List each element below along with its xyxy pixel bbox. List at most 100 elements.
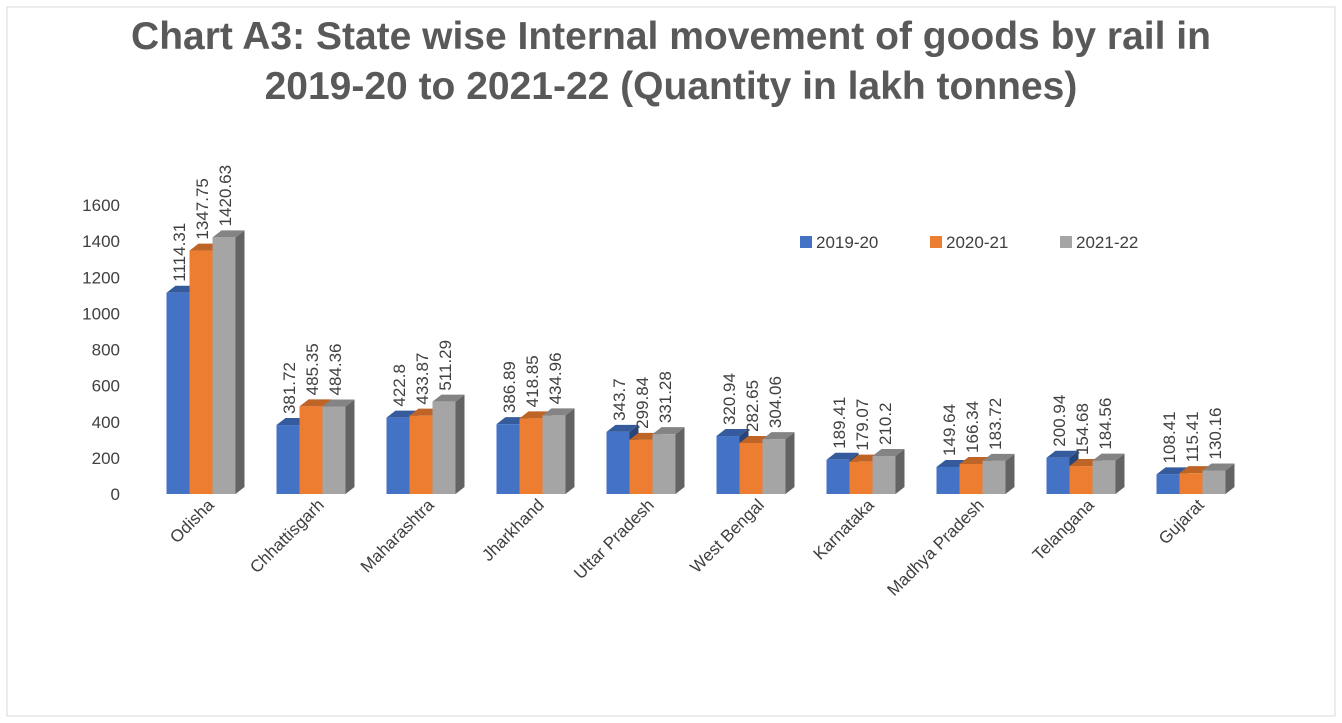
bar-top — [1092, 453, 1125, 461]
bar-front — [1069, 466, 1093, 494]
bar-front — [166, 292, 190, 494]
bar-front — [1046, 457, 1070, 494]
value-label: 166.34 — [963, 401, 982, 453]
bar-side — [565, 408, 575, 494]
value-label: 485.35 — [303, 343, 322, 395]
y-tick-label: 400 — [92, 413, 120, 432]
bar-front — [542, 415, 566, 494]
bar-top — [716, 429, 749, 437]
value-label: 299.84 — [633, 377, 652, 429]
value-label: 154.68 — [1073, 403, 1092, 455]
bar — [542, 408, 575, 494]
bar-front — [1202, 470, 1226, 494]
bar-top — [652, 427, 685, 435]
bar-side — [785, 432, 795, 494]
value-label: 1420.63 — [216, 165, 235, 226]
bar-top — [542, 408, 575, 416]
bar-front — [189, 250, 213, 494]
bar-top — [432, 394, 465, 402]
bar-front — [606, 431, 630, 494]
legend-label: 2020-21 — [946, 233, 1008, 252]
y-tick-label: 200 — [92, 449, 120, 468]
bar-front — [629, 439, 653, 494]
bar-top — [762, 432, 795, 440]
bar — [432, 394, 465, 494]
bar-top — [1202, 463, 1235, 471]
bar-front — [1092, 460, 1116, 494]
bar-top — [322, 399, 355, 407]
value-label: 418.85 — [523, 355, 542, 407]
value-label: 189.41 — [830, 397, 849, 449]
value-label: 433.87 — [413, 353, 432, 405]
value-label: 511.29 — [436, 340, 455, 391]
bar-front — [872, 456, 896, 494]
legend-label: 2021-22 — [1076, 233, 1138, 252]
bar-front — [496, 424, 520, 494]
y-tick-label: 800 — [92, 341, 120, 360]
bar-front — [826, 459, 850, 494]
bar-side — [345, 399, 355, 494]
bar-side — [1225, 463, 1235, 494]
value-label: 386.89 — [500, 361, 519, 413]
legend-swatch — [930, 236, 942, 248]
bar-top — [982, 453, 1015, 461]
value-label: 184.56 — [1096, 398, 1115, 450]
value-label: 422.8 — [390, 364, 409, 407]
bar-top — [212, 230, 245, 238]
bar-front — [849, 461, 873, 494]
value-label: 282.65 — [743, 380, 762, 432]
bar-top — [872, 449, 905, 457]
bar-top — [826, 452, 859, 460]
value-label: 343.7 — [610, 378, 629, 421]
chart-title: Chart A3: State wise Internal movement o… — [131, 15, 1211, 108]
value-label: 130.16 — [1206, 407, 1225, 459]
legend-swatch — [800, 236, 812, 248]
value-label: 1347.75 — [193, 178, 212, 239]
bar-front — [432, 401, 456, 494]
legend-label: 2019-20 — [816, 233, 878, 252]
bar — [1202, 463, 1235, 494]
bar-front — [386, 417, 410, 494]
bar — [652, 427, 685, 494]
bar-front — [1179, 473, 1203, 494]
y-tick-label: 1200 — [82, 268, 120, 287]
y-tick-label: 600 — [92, 377, 120, 396]
bar — [322, 399, 355, 494]
value-label: 149.64 — [940, 404, 959, 456]
bar-front — [652, 434, 676, 494]
bar-side — [895, 449, 905, 494]
value-label: 1114.31 — [170, 223, 189, 282]
bar-top — [606, 424, 639, 432]
bar-front — [959, 463, 983, 494]
bar-top — [299, 399, 332, 407]
y-tick-label: 1600 — [82, 196, 120, 215]
y-tick-label: 1000 — [82, 304, 120, 323]
bar-side — [1115, 453, 1125, 494]
bar-front — [276, 425, 300, 494]
value-label: 200.94 — [1050, 395, 1069, 447]
value-label: 183.72 — [986, 398, 1005, 450]
bar-side — [675, 427, 685, 494]
bar-top — [1046, 450, 1079, 458]
value-label: 434.96 — [546, 352, 565, 404]
bar-side — [235, 230, 245, 494]
bar-front — [762, 439, 786, 494]
bar-front — [716, 436, 740, 494]
value-label: 381.72 — [280, 362, 299, 414]
bar-front — [519, 418, 543, 494]
y-tick-label: 0 — [111, 485, 120, 504]
bar — [212, 230, 245, 494]
bar — [872, 449, 905, 494]
value-label: 320.94 — [720, 373, 739, 425]
bar — [982, 453, 1015, 494]
value-label: 331.28 — [656, 371, 675, 423]
bar — [762, 432, 795, 494]
bar-front — [322, 406, 346, 494]
bar-front — [982, 460, 1006, 494]
value-label: 108.41 — [1160, 411, 1179, 463]
bar-side — [455, 394, 465, 494]
value-label: 115.41 — [1183, 411, 1202, 462]
bar-front — [936, 466, 960, 494]
